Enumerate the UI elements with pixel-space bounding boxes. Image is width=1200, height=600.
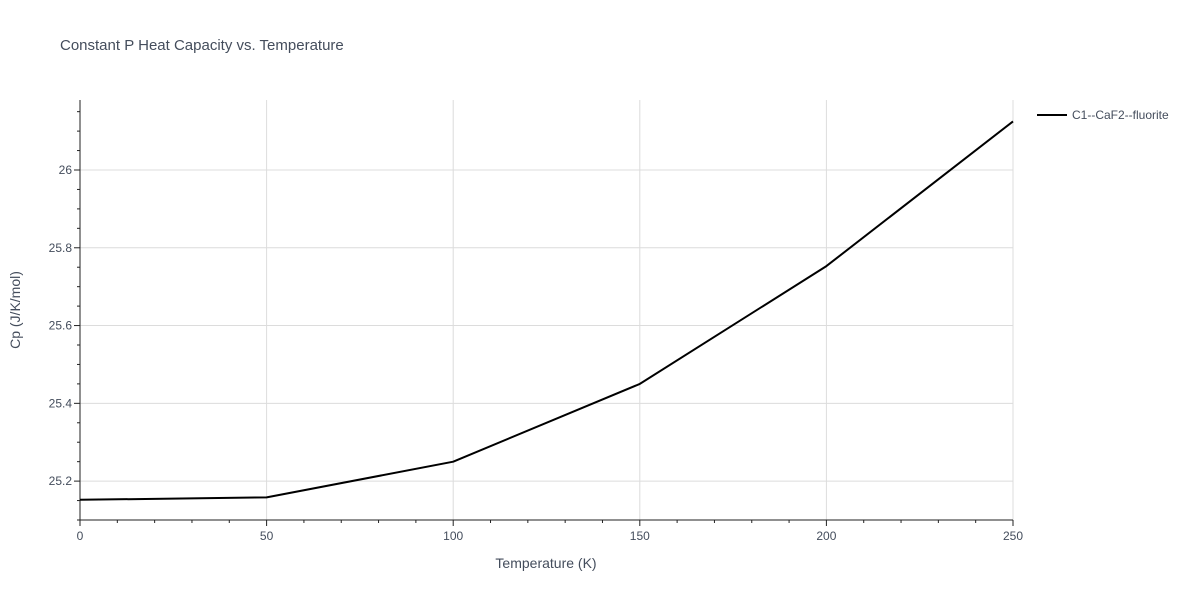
y-axis-title: Cp (J/K/mol) bbox=[7, 271, 23, 349]
series-line bbox=[79, 120, 1014, 501]
x-tick-label: 250 bbox=[1003, 529, 1023, 543]
x-tick-label: 100 bbox=[443, 529, 463, 543]
grid-lines bbox=[80, 100, 1014, 520]
tick-labels: 0 50 100 150 200 250 25.2 25.4 25.6 25.8 26 bbox=[49, 163, 1024, 543]
series-lines bbox=[79, 120, 1014, 501]
y-tick-label: 25.4 bbox=[49, 396, 73, 410]
y-tick-label: 25.2 bbox=[49, 474, 73, 488]
legend-label[interactable]: C1--CaF2--fluorite bbox=[1072, 108, 1169, 122]
x-tick-label: 200 bbox=[816, 529, 836, 543]
y-tick-label: 25.8 bbox=[49, 241, 73, 255]
chart-title: Constant P Heat Capacity vs. Temperature bbox=[60, 37, 344, 54]
legend[interactable]: C1--CaF2--fluorite bbox=[1037, 108, 1169, 122]
y-tick-label: 25.6 bbox=[49, 319, 73, 333]
x-tick-label: 150 bbox=[630, 529, 650, 543]
x-axis-title: Temperature (K) bbox=[495, 555, 596, 571]
y-tick-label: 26 bbox=[59, 163, 73, 177]
x-tick-label: 0 bbox=[77, 529, 84, 543]
x-tick-label: 50 bbox=[260, 529, 274, 543]
tick-marks bbox=[74, 111, 1014, 526]
axes bbox=[79, 100, 1013, 521]
